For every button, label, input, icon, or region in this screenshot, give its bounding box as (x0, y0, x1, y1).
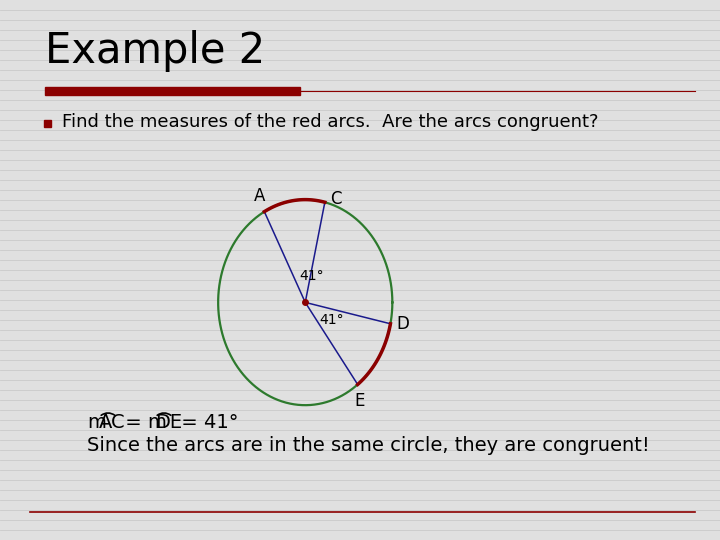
Text: = m: = m (119, 413, 167, 432)
Text: Find the measures of the red arcs.  Are the arcs congruent?: Find the measures of the red arcs. Are t… (62, 113, 598, 131)
Text: C: C (330, 190, 341, 208)
Text: AC: AC (99, 413, 125, 432)
Text: = 41°: = 41° (175, 413, 238, 432)
Text: A: A (254, 187, 266, 205)
Text: Example 2: Example 2 (45, 30, 265, 72)
FancyArrowPatch shape (157, 413, 171, 415)
FancyArrowPatch shape (102, 413, 114, 415)
Text: E: E (354, 393, 364, 410)
Text: Since the arcs are in the same circle, they are congruent!: Since the arcs are in the same circle, t… (87, 436, 649, 455)
Text: m: m (87, 413, 106, 432)
Text: D: D (397, 315, 410, 333)
Bar (45, 87, 300, 95)
Text: DE: DE (155, 413, 182, 432)
Text: 41°: 41° (320, 313, 344, 327)
Text: 41°: 41° (299, 269, 323, 284)
Bar (44, 120, 51, 127)
